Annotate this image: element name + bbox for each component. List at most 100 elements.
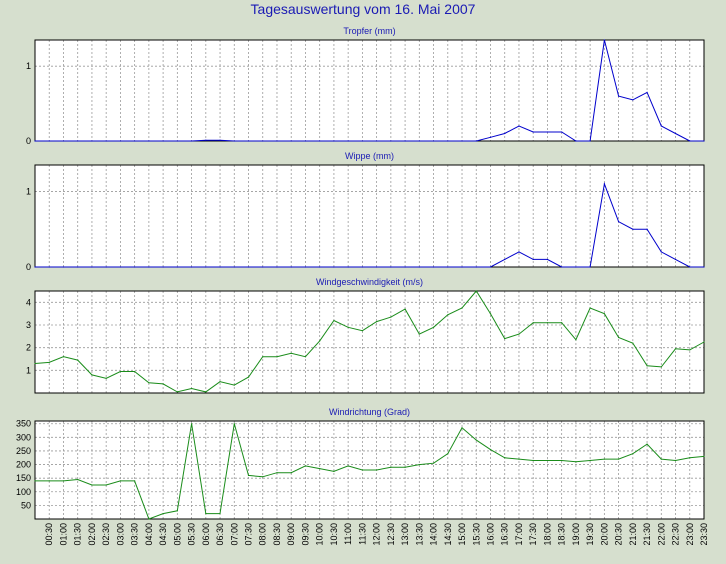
x-tick-label: 02:30 bbox=[101, 523, 111, 546]
data-point bbox=[546, 258, 549, 261]
data-point bbox=[504, 258, 506, 261]
y-tick-label: 1 bbox=[26, 365, 31, 375]
data-point bbox=[290, 266, 292, 268]
x-tick-label: 08:30 bbox=[272, 523, 282, 546]
x-tick-label: 08:00 bbox=[258, 523, 268, 546]
data-point bbox=[247, 474, 250, 477]
data-point bbox=[361, 266, 363, 268]
data-point bbox=[546, 459, 549, 462]
data-point bbox=[247, 266, 250, 268]
data-point bbox=[575, 140, 577, 142]
x-tick-label: 07:30 bbox=[244, 523, 254, 546]
data-point bbox=[461, 427, 463, 429]
x-tick-label: 10:00 bbox=[315, 523, 325, 546]
data-point bbox=[660, 251, 662, 253]
data-point bbox=[376, 266, 378, 268]
y-tick-label: 300 bbox=[16, 432, 31, 442]
data-point bbox=[475, 290, 477, 292]
data-point bbox=[532, 459, 534, 462]
x-tick-label: 14:30 bbox=[443, 523, 453, 546]
series-line bbox=[34, 290, 705, 393]
data-point bbox=[390, 466, 392, 468]
data-point bbox=[617, 336, 620, 339]
data-point bbox=[489, 266, 492, 268]
data-point bbox=[304, 356, 307, 358]
data-point bbox=[561, 131, 563, 133]
data-point bbox=[347, 326, 349, 328]
data-point bbox=[91, 140, 93, 142]
x-tick-label: 01:00 bbox=[58, 523, 68, 546]
data-point bbox=[276, 472, 278, 474]
x-tick-label: 05:00 bbox=[172, 523, 182, 546]
y-tick-label: 0 bbox=[26, 136, 31, 146]
x-tick-label: 09:00 bbox=[286, 523, 296, 546]
data-point bbox=[205, 139, 207, 141]
data-point bbox=[247, 140, 250, 142]
data-point bbox=[134, 140, 136, 142]
x-tick-label: 20:00 bbox=[599, 523, 609, 546]
data-point bbox=[347, 465, 349, 467]
data-point bbox=[233, 266, 235, 268]
data-point bbox=[304, 465, 307, 467]
data-point bbox=[105, 377, 107, 379]
x-tick-label: 01:30 bbox=[73, 523, 83, 546]
data-point bbox=[617, 95, 620, 97]
data-point bbox=[432, 266, 435, 268]
x-tick-label: 23:00 bbox=[685, 523, 695, 546]
x-tick-label: 17:00 bbox=[514, 523, 524, 546]
data-point bbox=[518, 251, 520, 253]
data-point bbox=[190, 387, 193, 390]
data-point bbox=[91, 374, 93, 376]
data-point bbox=[262, 140, 264, 142]
data-point bbox=[134, 370, 136, 373]
page-title: Tagesauswertung vom 16. Mai 2007 bbox=[250, 1, 476, 17]
data-point bbox=[603, 458, 605, 460]
x-tick-label: 20:30 bbox=[614, 523, 624, 546]
data-point bbox=[632, 228, 634, 230]
x-tick-label: 04:00 bbox=[144, 523, 154, 546]
data-point bbox=[347, 140, 349, 142]
x-tick-label: 23:30 bbox=[699, 523, 709, 546]
data-point bbox=[689, 349, 691, 351]
data-point bbox=[233, 423, 235, 425]
x-tick-label: 13:00 bbox=[400, 523, 410, 546]
data-point bbox=[404, 266, 406, 268]
x-tick-label: 16:00 bbox=[485, 523, 495, 546]
data-point bbox=[62, 480, 65, 482]
data-point bbox=[660, 125, 662, 127]
panel-title: Wippe (mm) bbox=[345, 151, 394, 161]
data-point bbox=[660, 458, 662, 460]
data-point bbox=[119, 140, 122, 142]
data-point bbox=[48, 266, 50, 268]
data-point bbox=[475, 266, 477, 268]
data-point bbox=[276, 140, 278, 142]
data-point bbox=[376, 140, 378, 142]
data-point bbox=[77, 140, 79, 142]
data-point bbox=[376, 469, 378, 471]
data-point bbox=[674, 258, 677, 261]
data-point bbox=[48, 140, 50, 142]
data-point bbox=[461, 307, 463, 309]
data-point bbox=[532, 322, 534, 324]
data-point bbox=[489, 448, 492, 451]
data-point bbox=[575, 266, 577, 268]
data-point bbox=[390, 316, 392, 318]
data-point bbox=[390, 140, 392, 142]
x-tick-label: 13:30 bbox=[414, 523, 424, 546]
y-tick-label: 150 bbox=[16, 473, 31, 483]
plot-background bbox=[35, 40, 704, 141]
data-point bbox=[432, 462, 435, 464]
data-point bbox=[689, 266, 691, 268]
data-point bbox=[617, 221, 620, 223]
x-tick-label: 15:30 bbox=[471, 523, 481, 546]
data-point bbox=[447, 453, 449, 455]
data-point bbox=[589, 307, 591, 309]
data-point bbox=[674, 459, 677, 462]
x-tick-label: 02:00 bbox=[87, 523, 97, 546]
data-point bbox=[105, 484, 107, 486]
data-point bbox=[461, 266, 463, 268]
data-point bbox=[219, 266, 221, 268]
data-point bbox=[119, 480, 122, 482]
data-point bbox=[304, 140, 307, 142]
